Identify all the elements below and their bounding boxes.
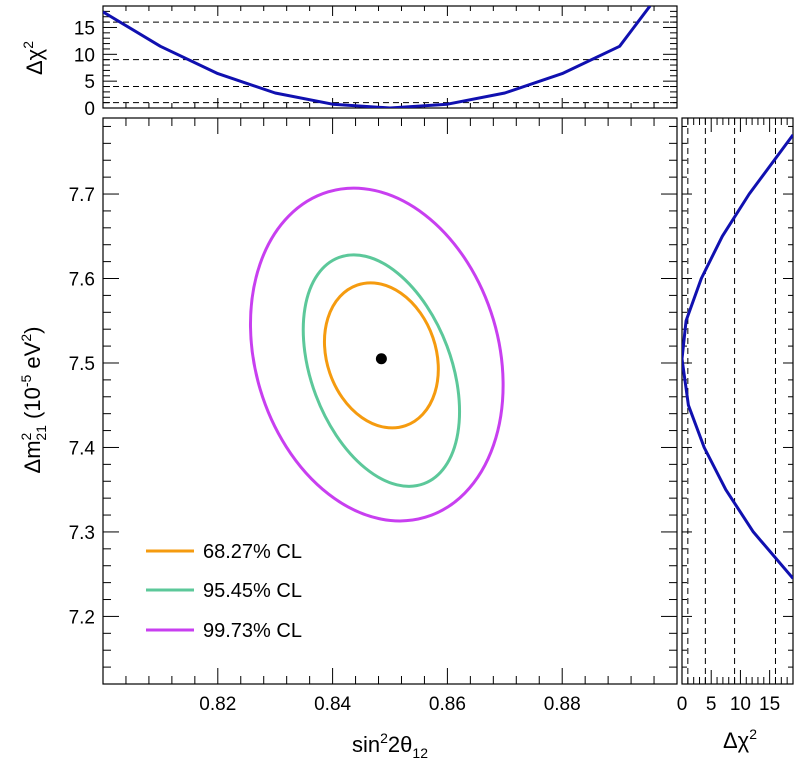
main-y-tick-label: 7.7 xyxy=(69,185,95,206)
top-ylabel: Δχ2 xyxy=(20,41,47,75)
main-ylabel-unit-mid: eV xyxy=(20,341,45,374)
right-x-tick-label: 0 xyxy=(677,694,688,715)
legend-label-99: 99.73% CL xyxy=(203,620,302,642)
main-ylabel: Δm221 (10-5 eV2) xyxy=(18,327,49,474)
top-ylabel-base: Δχ xyxy=(22,48,47,75)
top-x-ticks xyxy=(102,6,678,108)
main-frame xyxy=(102,117,678,685)
legend-label-68: 68.27% CL xyxy=(203,541,302,563)
main-xlabel: sin22θ12 xyxy=(352,730,428,761)
top-y-tick-label: 0 xyxy=(84,99,95,120)
top-ylabel-sup: 2 xyxy=(20,41,36,49)
top-reference-lines xyxy=(103,21,677,104)
right-profile-panel: 0 5 10 15 Δχ2 xyxy=(677,117,794,753)
contour-95 xyxy=(301,253,462,488)
best-fit-point xyxy=(375,353,387,365)
main-ylabel-pre: Δm xyxy=(20,440,45,473)
main-xlabel-sup: 2 xyxy=(380,730,388,746)
top-profile-panel: 0 5 10 15 Δχ2 xyxy=(20,5,678,120)
main-x-tick-label: 0.86 xyxy=(429,694,466,715)
main-ylabel-sub: 21 xyxy=(33,425,49,441)
top-y-tick-label: 10 xyxy=(74,45,95,66)
main-y-tick-label: 7.2 xyxy=(69,607,95,628)
right-x-tick-label: 10 xyxy=(730,694,751,715)
contour-group xyxy=(248,186,505,523)
legend: 68.27% CL 95.45% CL 99.73% CL xyxy=(146,541,302,642)
top-profile-curve xyxy=(103,6,652,108)
right-xlabel-base: Δχ xyxy=(723,728,750,753)
right-x-tick-label: 5 xyxy=(706,694,717,715)
legend-label-95: 95.45% CL xyxy=(203,580,302,602)
right-x-ticks: 0 5 10 15 xyxy=(677,118,788,715)
top-y-tick-label: 15 xyxy=(74,18,95,39)
main-ylabel-unit-exp2: 2 xyxy=(18,334,34,342)
contour-99 xyxy=(248,186,505,523)
main-xlabel-base: sin xyxy=(352,732,380,757)
main-y-tick-label: 7.5 xyxy=(69,354,95,375)
top-frame xyxy=(102,5,678,109)
main-xlabel-mid: 2θ xyxy=(388,732,412,757)
contour-68 xyxy=(322,281,440,430)
main-x-tick-label: 0.88 xyxy=(544,694,581,715)
main-x-ticks: 0.82 0.84 0.86 0.88 xyxy=(102,118,678,715)
main-ylabel-unit-exp: -5 xyxy=(18,374,34,387)
right-profile-curve xyxy=(682,134,793,580)
main-x-tick-label: 0.84 xyxy=(314,694,351,715)
main-y-tick-label: 7.3 xyxy=(69,523,95,544)
main-ylabel-sup: 2 xyxy=(18,432,34,440)
main-xlabel-sub: 12 xyxy=(412,745,428,761)
main-x-tick-label: 0.82 xyxy=(199,694,236,715)
right-frame xyxy=(681,117,794,685)
main-panel: 0.82 0.84 0.86 0.88 7.2 7.3 7.4 7.5 7.6 7.7 68.2… xyxy=(18,117,678,761)
right-xlabel: Δχ2 xyxy=(723,726,757,753)
top-y-ticks: 0 5 10 15 xyxy=(74,10,677,120)
right-reference-lines xyxy=(687,118,776,684)
main-ylabel-unit-close: ) xyxy=(20,327,45,334)
main-y-tick-label: 7.6 xyxy=(69,270,95,291)
right-xlabel-sup: 2 xyxy=(749,726,757,742)
main-ylabel-unit-open: (10 xyxy=(20,387,45,425)
top-y-tick-label: 5 xyxy=(84,72,95,93)
main-y-ticks: 7.2 7.3 7.4 7.5 7.6 7.7 xyxy=(69,125,677,685)
main-y-tick-label: 7.4 xyxy=(69,438,96,459)
right-x-tick-label: 15 xyxy=(759,694,780,715)
